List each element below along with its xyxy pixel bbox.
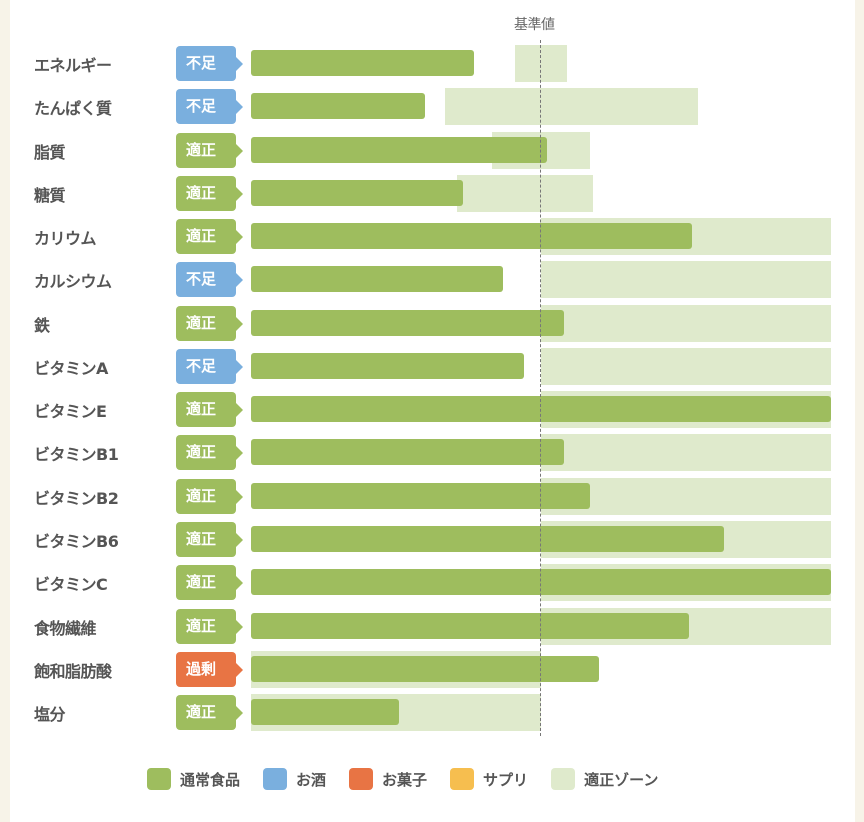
- status-badge: 不足: [176, 262, 243, 298]
- category-label: ビタミンB2: [34, 488, 119, 508]
- value-bar: [251, 525, 724, 552]
- value-bar: [251, 569, 831, 596]
- chart-row: たんぱく質 不足: [0, 85, 864, 128]
- legend-item: サプリ: [450, 768, 528, 790]
- value-bar: [251, 482, 591, 509]
- chart-row: カルシウム 不足: [0, 258, 864, 301]
- value-bar: [251, 266, 504, 293]
- reference-line: [540, 40, 541, 736]
- value-bar: [251, 50, 475, 76]
- category-label: カリウム: [34, 229, 97, 249]
- status-badge: 適正: [176, 695, 243, 731]
- value-bar: [251, 179, 463, 206]
- legend: 通常食品 お酒 お菓子 サプリ 適正ゾーン: [147, 768, 681, 790]
- category-label: 糖質: [34, 185, 66, 205]
- status-badge: 適正: [176, 175, 243, 211]
- value-bar: [251, 439, 565, 466]
- value-bar: [251, 396, 831, 423]
- legend-swatch: [147, 768, 171, 790]
- value-bar: [251, 223, 692, 250]
- chart-row: カリウム 適正: [0, 215, 864, 258]
- category-label: 鉄: [34, 315, 50, 335]
- optimal-zone: [541, 347, 831, 385]
- category-label: 食物繊維: [34, 618, 97, 638]
- status-badge: 適正: [176, 305, 243, 341]
- chart-row: ビタミンE 適正: [0, 388, 864, 431]
- status-badge: 不足: [176, 89, 243, 125]
- category-label: たんぱく質: [34, 99, 112, 119]
- legend-swatch: [551, 768, 576, 790]
- status-badge: 適正: [176, 521, 243, 557]
- optimal-zone: [445, 88, 698, 126]
- legend-swatch: [450, 768, 475, 790]
- category-label: ビタミンC: [34, 575, 108, 595]
- status-badge: 適正: [176, 435, 243, 471]
- category-label: 脂質: [34, 142, 66, 162]
- legend-label: 通常食品: [180, 770, 241, 789]
- value-bar: [251, 309, 565, 336]
- category-label: ビタミンB6: [34, 531, 119, 551]
- status-badge: 不足: [176, 348, 243, 384]
- category-label: 塩分: [34, 705, 66, 725]
- value-bar: [251, 136, 547, 163]
- chart-row: ビタミンB2 適正: [0, 475, 864, 518]
- optimal-zone: [541, 434, 831, 472]
- status-badge: 適正: [176, 608, 243, 644]
- legend-label: お酒: [296, 770, 327, 789]
- status-badge: 適正: [176, 219, 243, 255]
- value-bar: [251, 93, 425, 120]
- status-badge: 適正: [176, 478, 243, 514]
- status-badge: 適正: [176, 392, 243, 428]
- status-badge: 適正: [176, 132, 243, 168]
- legend-item: 通常食品: [147, 768, 240, 790]
- category-label: エネルギー: [34, 56, 112, 75]
- value-bar: [251, 699, 399, 726]
- legend-label: サプリ: [483, 770, 529, 789]
- chart-row: ビタミンB6 適正: [0, 518, 864, 561]
- chart-row: ビタミンB1 適正: [0, 431, 864, 474]
- category-label: ビタミンA: [34, 358, 108, 378]
- category-label: ビタミンE: [34, 402, 107, 422]
- legend-swatch: [263, 768, 288, 790]
- chart-row: 飽和脂肪酸 過剰: [0, 648, 864, 691]
- status-badge: 不足: [176, 46, 243, 81]
- legend-label: お菓子: [382, 770, 428, 789]
- optimal-zone: [541, 261, 831, 299]
- status-badge: 適正: [176, 565, 243, 601]
- optimal-zone: [456, 174, 594, 212]
- chart-row: ビタミンA 不足: [0, 345, 864, 388]
- chart-row: ビタミンC 適正: [0, 561, 864, 604]
- legend-item: お菓子: [349, 768, 427, 790]
- category-label: ビタミンB1: [34, 445, 119, 465]
- category-label: カルシウム: [34, 272, 112, 292]
- value-bar: [251, 655, 599, 682]
- chart-row: 食物繊維 適正: [0, 605, 864, 648]
- chart-row: エネルギー 不足: [0, 42, 864, 85]
- reference-label: 基準値: [514, 17, 555, 33]
- category-label: 飽和脂肪酸: [34, 661, 112, 681]
- legend-label: 適正ゾーン: [584, 770, 659, 789]
- chart-row: 糖質 適正: [0, 172, 864, 215]
- status-badge: 過剰: [176, 651, 243, 687]
- chart-row: 脂質 適正: [0, 129, 864, 172]
- value-bar: [251, 612, 689, 639]
- legend-swatch: [349, 768, 374, 790]
- chart-row: 鉄 適正: [0, 302, 864, 345]
- legend-item: 適正ゾーン: [551, 768, 658, 790]
- value-bar: [251, 352, 524, 379]
- chart-row: 塩分 適正: [0, 691, 864, 734]
- legend-item: お酒: [263, 768, 326, 790]
- optimal-zone: [541, 304, 831, 342]
